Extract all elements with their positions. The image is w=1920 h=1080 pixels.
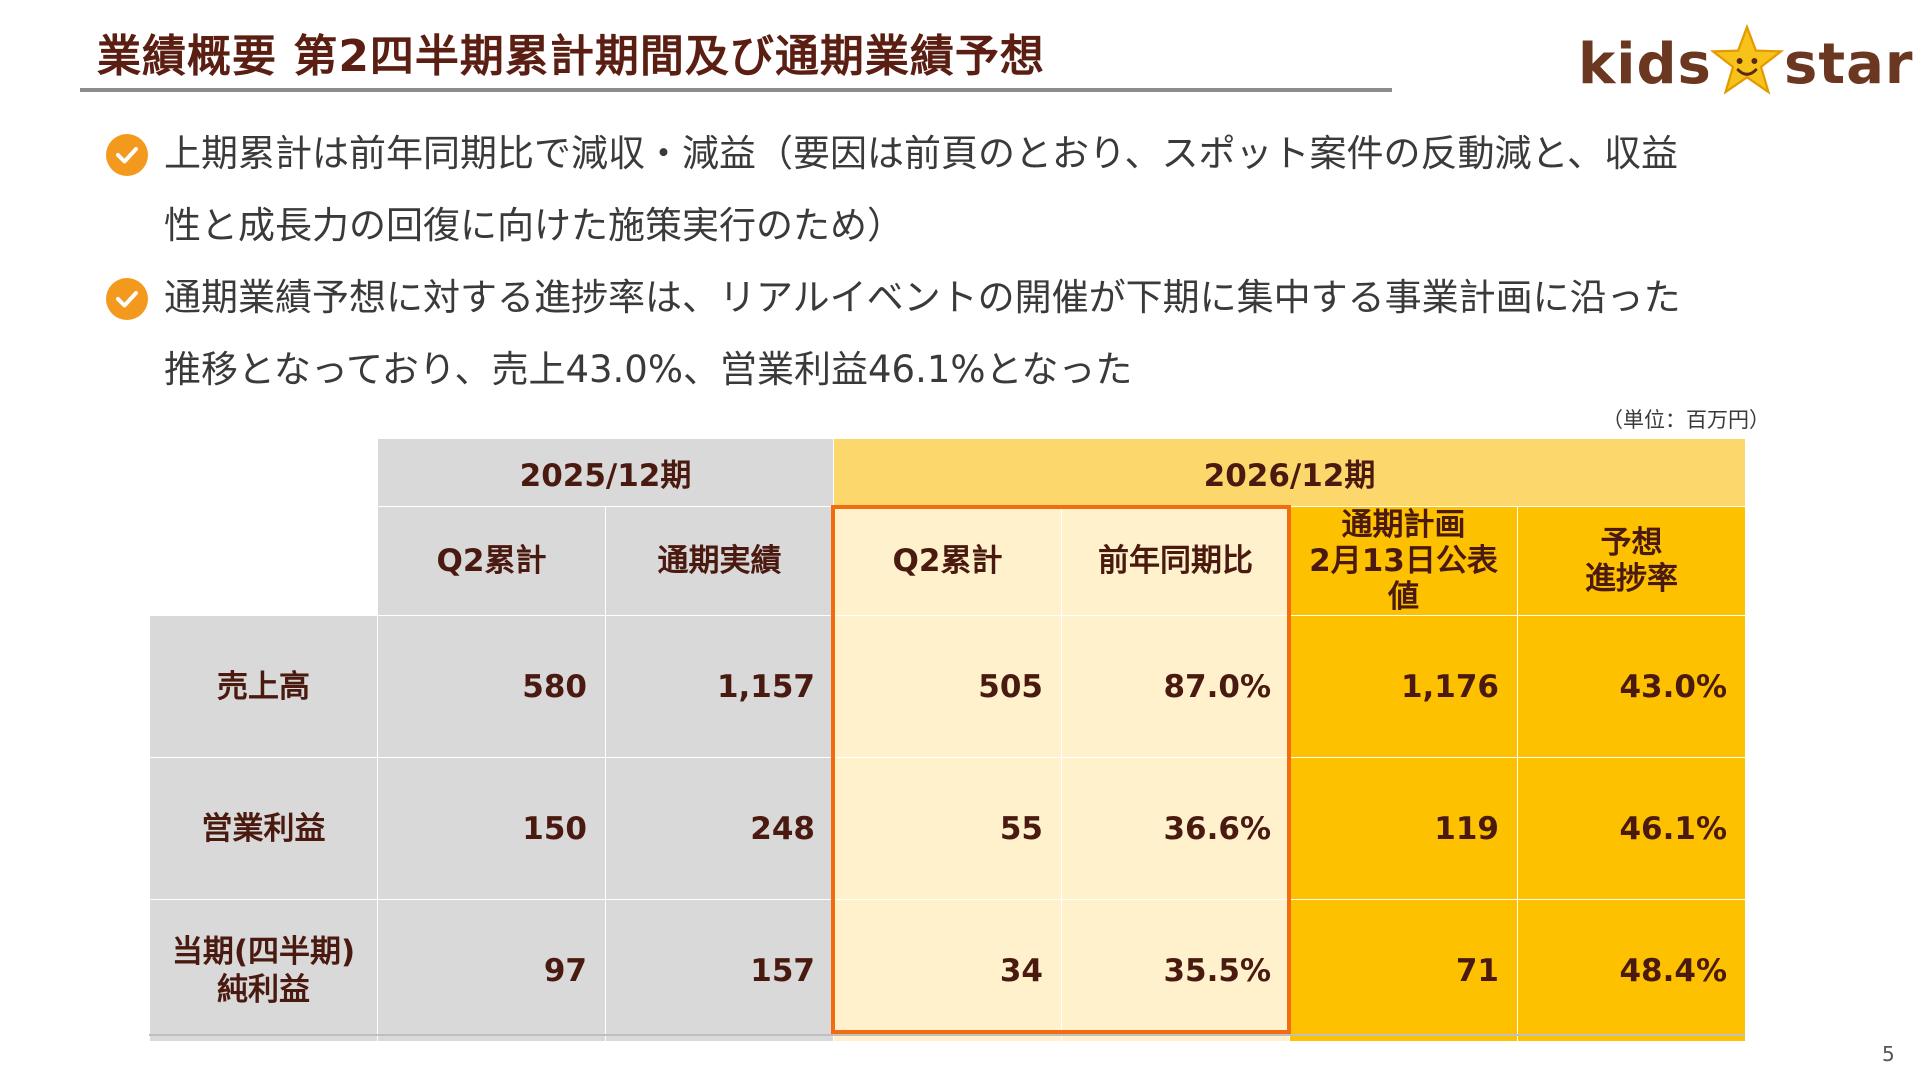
cell-progress: 43.0%	[1517, 615, 1746, 758]
cell-yoy: 87.0%	[1061, 615, 1290, 758]
page-number: 5	[1882, 1042, 1895, 1066]
table-row: 当期(四半期) 純利益 97 157 34 35.5% 71 48.4%	[149, 899, 1746, 1042]
col-header-progress: 予想 進捗率	[1517, 506, 1746, 616]
cell-progress: 48.4%	[1517, 899, 1746, 1042]
col-header-full-2025: 通期実績	[605, 506, 834, 616]
table-row: 営業利益 150 248 55 36.6% 119 46.1%	[149, 757, 1746, 900]
cell-full-2025: 157	[605, 899, 834, 1042]
bullet-item: 通期業績予想に対する進捗率は、リアルイベントの開催が下期に集中する事業計画に沿っ…	[106, 262, 1826, 406]
financial-table: 2025/12期 2026/12期 Q2累計 通期実績 Q2累計 前年同期比 通…	[149, 438, 1746, 1042]
row-label: 当期(四半期) 純利益	[149, 899, 378, 1042]
unit-label: （単位：百万円）	[1602, 408, 1770, 432]
cell-yoy: 35.5%	[1061, 899, 1290, 1042]
page-title: 業績概要 第2四半期累計期間及び通期業績予想	[97, 31, 1045, 82]
cell-q2-2025: 580	[377, 615, 606, 758]
col-header-yoy: 前年同期比	[1061, 506, 1290, 616]
summary-bullets: 上期累計は前年同期比で減収・減益（要因は前頁のとおり、スポット案件の反動減と、収…	[106, 118, 1826, 406]
table-bottom-rule	[149, 1034, 1745, 1036]
period-2026-header: 2026/12期	[833, 438, 1746, 507]
cell-q2-2026: 505	[833, 615, 1062, 758]
star-icon	[1710, 24, 1784, 95]
logo-text-kids: kids	[1578, 32, 1712, 97]
check-circle-icon	[106, 278, 148, 320]
bullet-text-line: 通期業績予想に対する進捗率は、リアルイベントの開催が下期に集中する事業計画に沿っ…	[164, 276, 1681, 319]
cell-q2-2026: 34	[833, 899, 1062, 1042]
bullet-text-line: 性と成長力の回復に向けた施策実行のため）	[164, 204, 904, 247]
col-header-q2-2025: Q2累計	[377, 506, 606, 616]
bullet-text-line: 上期累計は前年同期比で減収・減益（要因は前頁のとおり、スポット案件の反動減と、収…	[164, 132, 1679, 175]
cell-plan: 119	[1289, 757, 1518, 900]
table-row: 売上高 580 1,157 505 87.0% 1,176 43.0%	[149, 615, 1746, 758]
col-header-q2-2026: Q2累計	[833, 506, 1062, 616]
cell-plan: 71	[1289, 899, 1518, 1042]
period-2025-header: 2025/12期	[377, 438, 834, 507]
check-circle-icon	[106, 134, 148, 176]
cell-q2-2026: 55	[833, 757, 1062, 900]
table-header-period-row: 2025/12期 2026/12期	[149, 438, 1746, 507]
bullet-item: 上期累計は前年同期比で減収・減益（要因は前頁のとおり、スポット案件の反動減と、収…	[106, 118, 1826, 262]
logo-text-star: star	[1784, 32, 1914, 97]
bullet-text-line: 推移となっており、売上43.0%、営業利益46.1%となった	[164, 348, 1133, 391]
cell-full-2025: 1,157	[605, 615, 834, 758]
kidsstar-logo: kids star	[1578, 24, 1913, 98]
cell-plan: 1,176	[1289, 615, 1518, 758]
cell-q2-2025: 150	[377, 757, 606, 900]
row-label: 売上高	[149, 615, 378, 758]
table-header-column-row: Q2累計 通期実績 Q2累計 前年同期比 通期計画 2月13日公表値 予想 進捗…	[149, 506, 1746, 616]
cell-progress: 46.1%	[1517, 757, 1746, 900]
col-header-plan: 通期計画 2月13日公表値	[1289, 506, 1518, 616]
title-underline	[80, 88, 1392, 92]
cell-q2-2025: 97	[377, 899, 606, 1042]
row-label: 営業利益	[149, 757, 378, 900]
cell-full-2025: 248	[605, 757, 834, 900]
cell-yoy: 36.6%	[1061, 757, 1290, 900]
